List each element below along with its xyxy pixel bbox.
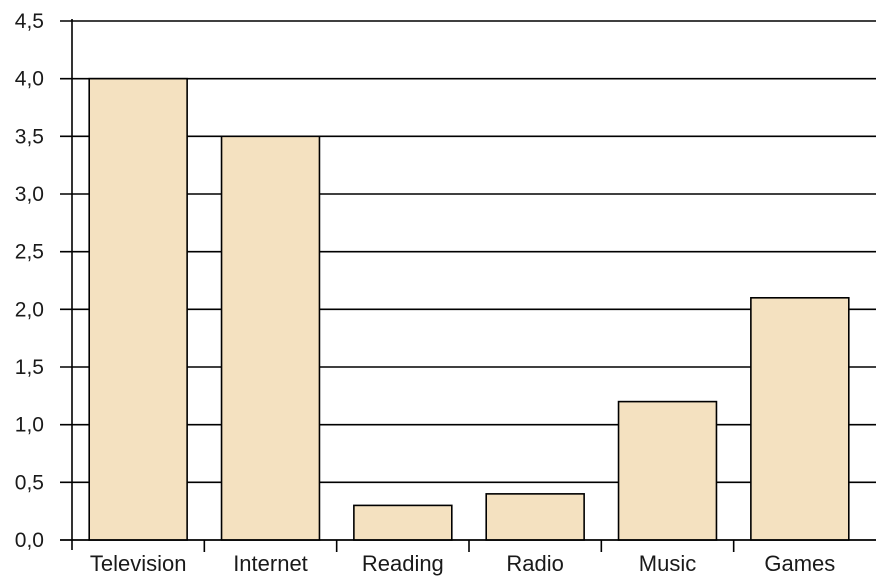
y-tick-label: 2,0	[15, 298, 44, 321]
y-tick-label: 0,0	[15, 529, 44, 552]
y-tick-label: 1,0	[15, 414, 44, 437]
y-tick-label: 3,0	[15, 183, 44, 206]
x-tick-label: Internet	[233, 551, 308, 576]
bar-television	[88, 77, 188, 541]
x-tick-label: Reading	[362, 551, 444, 576]
y-tick-label: 4,5	[15, 10, 44, 33]
y-tick-label: 2,5	[15, 241, 44, 264]
bar-games	[750, 296, 850, 541]
x-tick-label: Music	[639, 551, 696, 576]
x-tick-label: Television	[90, 551, 187, 576]
x-tick-label: Radio	[506, 551, 563, 576]
y-tick-label: 0,5	[15, 471, 44, 494]
y-tick-label: 1,5	[15, 356, 44, 379]
axes	[60, 19, 876, 552]
bar-music	[617, 400, 718, 541]
y-tick-labels: 0,0 0,5 1,0 1,5 2,0 2,5 3,0 3,5 4,0 4,5	[15, 10, 44, 552]
bar-radio	[485, 493, 585, 541]
bar-internet	[220, 135, 321, 541]
y-tick-label: 3,5	[15, 125, 44, 148]
x-tick-label: Games	[764, 551, 835, 576]
x-tick-labels: Television Internet Reading Radio Music Games	[90, 551, 835, 576]
bar-reading	[353, 504, 453, 541]
gridlines	[60, 20, 876, 541]
y-tick-label: 4,0	[15, 68, 44, 91]
